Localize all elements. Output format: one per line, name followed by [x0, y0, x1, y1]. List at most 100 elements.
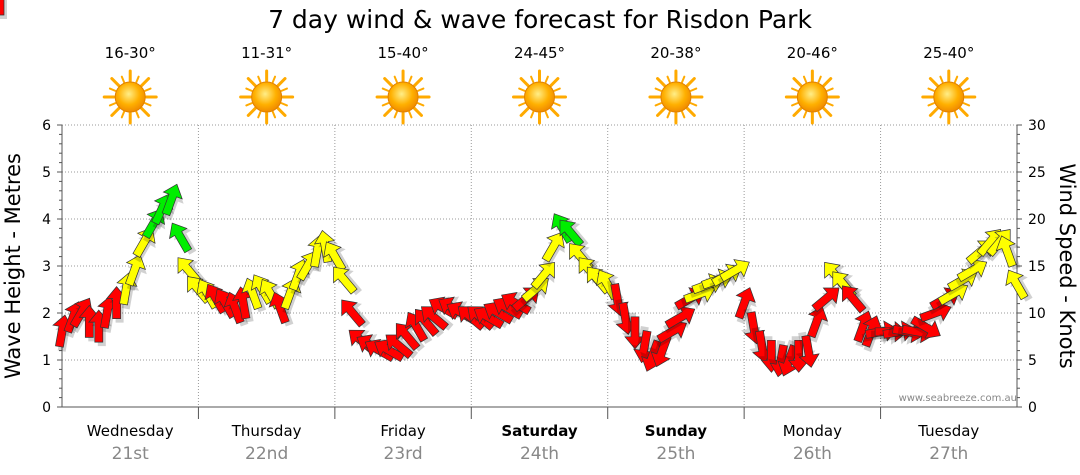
- wind-arrow-body: [0, 0, 5, 16]
- temperature-range: 11-31°: [241, 44, 292, 62]
- wind-arrow: [124, 254, 147, 291]
- sun-ray: [276, 77, 287, 88]
- sun-ray: [383, 77, 394, 88]
- sun-ray: [553, 87, 561, 92]
- sun-disc: [114, 81, 146, 113]
- credit-text: www.seabreeze.com.au: [899, 393, 1017, 404]
- sun-ray: [108, 102, 117, 107]
- wind-arrow: [734, 287, 757, 324]
- day-name: Saturday: [501, 422, 578, 440]
- wind-arrow-body: [124, 254, 146, 287]
- day-date: 23rd: [384, 444, 423, 464]
- wind-arrow-body: [734, 287, 756, 320]
- sun-ray: [791, 87, 799, 92]
- sun-ray: [939, 75, 944, 84]
- wind-arrow: [161, 183, 184, 221]
- sun-ray: [393, 75, 398, 84]
- sun-ray: [928, 77, 939, 88]
- gridlines: [62, 124, 1017, 407]
- y-axis-right-label: Wind Speed - Knots: [1055, 163, 1079, 368]
- temperature-range: 25-40°: [923, 44, 974, 62]
- wind-arrow-body: [169, 222, 193, 254]
- sun-ray: [416, 87, 425, 92]
- sun-ray: [383, 106, 394, 117]
- day-name: Tuesday: [917, 422, 979, 440]
- sun-ray: [416, 102, 425, 107]
- sun-ray: [280, 102, 288, 107]
- day-date: 27th: [929, 444, 968, 464]
- sun-ray: [822, 106, 833, 117]
- y-axis-left-label: Wave Height - Metres: [1, 153, 25, 379]
- y-tick-right: 15: [1028, 259, 1046, 275]
- wind-arrow: [341, 299, 371, 329]
- sun-icon: [102, 69, 158, 125]
- sun-ray: [245, 102, 253, 107]
- y-tick-left: 4: [42, 212, 51, 228]
- wind-arrow: [559, 219, 589, 249]
- sun-ray: [381, 87, 390, 92]
- sun-ray: [681, 75, 686, 84]
- wind-arrow-body: [1005, 269, 1029, 301]
- sun-ray: [826, 102, 834, 107]
- sun-ray: [544, 110, 549, 119]
- sun-ray: [257, 110, 262, 119]
- sun-ray: [549, 77, 560, 88]
- wind-arrow: [717, 259, 750, 287]
- sun-ray: [826, 87, 834, 92]
- sun-ray: [817, 75, 822, 84]
- wind-arrow: [0, 0, 7, 19]
- day-date: 22nd: [245, 444, 288, 464]
- wind-arrow: [905, 315, 941, 339]
- wind-arrow: [995, 235, 1021, 271]
- sun-ray: [140, 106, 151, 117]
- day-name: Wednesday: [87, 422, 174, 440]
- wind-arrow-body: [995, 235, 1017, 268]
- sun-ray: [953, 110, 959, 119]
- sun-ray: [271, 110, 277, 119]
- axes: 0 1 2 3 4 5 6 0 5 10 15 20 25 30: [42, 118, 1046, 419]
- sun-ray: [245, 87, 253, 92]
- y-tick-left: 1: [42, 353, 51, 369]
- day-date: 21st: [112, 444, 149, 464]
- sun-ray: [530, 110, 535, 119]
- sun-ray: [939, 110, 944, 119]
- sun-ray: [110, 77, 121, 88]
- y-tick-right: 20: [1028, 212, 1046, 228]
- wind-arrow-body: [807, 305, 829, 339]
- sun-ray: [143, 102, 152, 107]
- y-tick-right: 30: [1028, 118, 1046, 134]
- wind-arrow: [541, 232, 565, 268]
- wind-arrow-body: [811, 287, 840, 313]
- sun-ray: [802, 110, 808, 119]
- weather-row: 16-30° 11-31° 15-40° 24-45° 20-38° 20-46° 25-4…: [102, 44, 977, 125]
- day-name: Monday: [783, 422, 842, 440]
- temperature-range: 24-45°: [514, 44, 565, 62]
- wind-arrow: [810, 287, 840, 317]
- day-date: 26th: [793, 444, 832, 464]
- sun-ray: [685, 106, 696, 117]
- y-tick-left: 0: [42, 400, 51, 416]
- sun-ray: [276, 106, 287, 117]
- sun-disc: [387, 81, 419, 113]
- sun-ray: [120, 110, 126, 119]
- sun-ray: [135, 110, 140, 119]
- sun-ray: [519, 106, 530, 117]
- sun-ray: [110, 106, 121, 117]
- wind-arrow-body: [910, 315, 941, 339]
- wind-arrow-body: [842, 285, 867, 314]
- sun-ray: [412, 106, 423, 117]
- day-name: Friday: [380, 422, 426, 440]
- sun-ray: [140, 77, 151, 88]
- sun-ray: [666, 75, 671, 84]
- sun-ray: [802, 75, 808, 84]
- sun-ray: [681, 110, 686, 119]
- wind-arrow: [333, 266, 362, 296]
- wind-arrow-body: [341, 299, 366, 328]
- sun-ray: [412, 77, 423, 88]
- sun-ray: [817, 110, 822, 119]
- wind-arrow: [530, 261, 555, 295]
- sun-disc: [933, 81, 965, 113]
- sun-ray: [408, 75, 413, 84]
- sun-icon: [648, 69, 704, 125]
